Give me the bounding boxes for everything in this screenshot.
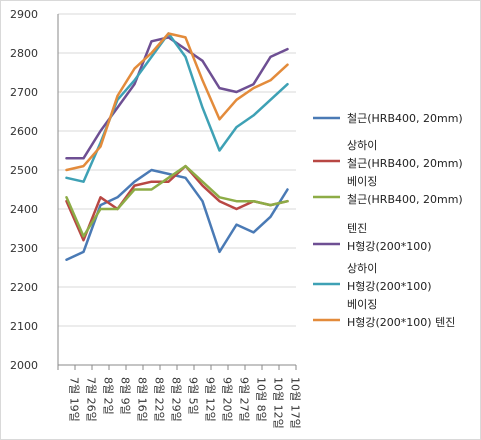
legend-label-2: 철근(HRB400, 20mm) bbox=[347, 157, 463, 170]
legend-label-1: 철근(HRB400, 20mm) bbox=[347, 112, 463, 125]
x-tick-label: 7월 26일 bbox=[85, 377, 99, 422]
y-tick-label: 2800 bbox=[10, 47, 38, 60]
legend-label-6: 베이징 bbox=[347, 298, 377, 311]
x-tick-label: 8월 16일 bbox=[136, 377, 150, 422]
x-tick-label: 8월 9일 bbox=[119, 377, 133, 415]
x-tick-label: 10월 17일 bbox=[289, 377, 303, 429]
series-line-5 bbox=[65, 32, 289, 183]
legend-label-5: H형강(200*100) bbox=[347, 280, 432, 293]
x-tick-label: 9월 27일 bbox=[238, 377, 252, 422]
legend-label-2: 상하이 bbox=[347, 138, 377, 152]
legend-label-6: H형강(200*100) 텐진 bbox=[347, 316, 455, 329]
x-tick-label: 9월 12일 bbox=[204, 377, 218, 422]
x-tick-label: 8월 29일 bbox=[170, 377, 184, 422]
x-tick-label: 10월 12일 bbox=[272, 377, 286, 429]
y-tick-label: 2500 bbox=[10, 164, 38, 177]
y-tick-label: 2000 bbox=[10, 359, 38, 372]
x-tick-label: 9월 20일 bbox=[221, 377, 235, 422]
y-tick-label: 2400 bbox=[10, 203, 38, 216]
legend-label-3: 베이징 bbox=[347, 175, 377, 188]
x-tick-label: 8월 2일 bbox=[102, 377, 116, 415]
y-tick-label: 2700 bbox=[10, 86, 38, 99]
series-line-1 bbox=[65, 168, 289, 261]
series-line-6 bbox=[65, 32, 289, 172]
legend-label-4: 텐진 bbox=[347, 222, 367, 235]
series-line-2 bbox=[65, 164, 289, 242]
series-line-3 bbox=[65, 164, 289, 238]
series-line-4 bbox=[65, 36, 289, 160]
y-tick-label: 2600 bbox=[10, 125, 38, 138]
y-tick-label: 2900 bbox=[10, 8, 38, 21]
legend-label-4: H형강(200*100) bbox=[347, 240, 432, 253]
x-tick-label: 7월 19일 bbox=[68, 377, 82, 422]
y-tick-label: 2100 bbox=[10, 320, 38, 333]
y-tick-label: 2300 bbox=[10, 242, 38, 255]
legend-label-5: 상하이 bbox=[347, 261, 377, 275]
x-tick-label: 10월 8일 bbox=[255, 377, 269, 422]
x-tick-label: 9월 5일 bbox=[187, 377, 201, 415]
x-tick-label: 8월 22일 bbox=[153, 377, 167, 422]
y-tick-label: 2200 bbox=[10, 281, 38, 294]
legend-label-3: 철근(HRB400, 20mm) bbox=[347, 193, 463, 206]
